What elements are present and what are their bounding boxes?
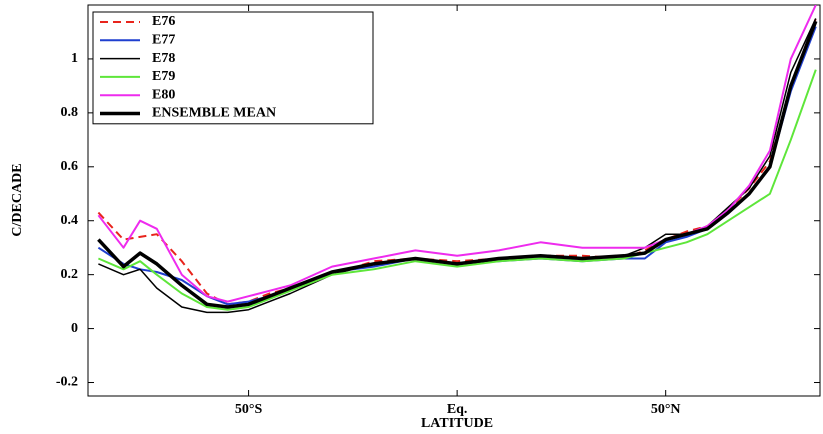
y-tick-label: 0.4 xyxy=(61,213,79,228)
lines xyxy=(97,5,818,314)
legend-label: E79 xyxy=(152,69,175,84)
y-tick-label: 0.8 xyxy=(61,105,79,120)
y-tick-label: -0.2 xyxy=(56,375,78,390)
x-tick-label: Eq. xyxy=(447,402,468,417)
legend-label: ENSEMBLE MEAN xyxy=(152,106,276,121)
legend-label: E76 xyxy=(152,14,175,29)
x-tick-label: 50°S xyxy=(235,402,263,417)
x-axis-label: LATITUDE xyxy=(421,416,493,431)
legend-box xyxy=(92,11,374,125)
legend-label: E80 xyxy=(152,87,175,102)
series-line xyxy=(97,20,818,309)
legend-label: E77 xyxy=(152,33,175,48)
y-tick-label: 0 xyxy=(71,321,78,336)
y-tick-label: 1 xyxy=(71,51,78,66)
y-axis-label: C/DECADE xyxy=(10,163,25,236)
y-tick-label: 0.6 xyxy=(61,159,79,174)
series-line xyxy=(97,5,817,303)
x-tick-label: 50°N xyxy=(651,402,681,417)
plot-frame xyxy=(87,4,821,397)
series-line xyxy=(98,69,817,311)
y-tick-label: 0.2 xyxy=(61,267,79,282)
legend-label: E78 xyxy=(152,51,175,66)
